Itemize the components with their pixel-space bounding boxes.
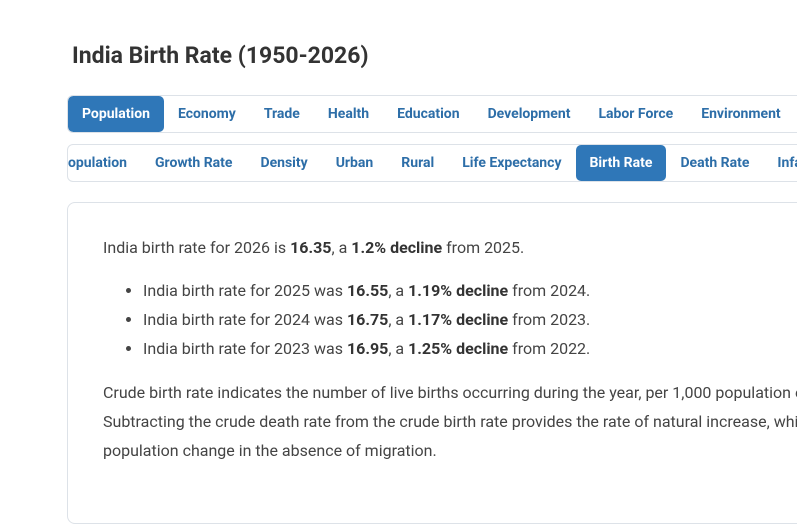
tab[interactable]: Health (327, 106, 370, 122)
bullet: India birth rate for 2024 was 16.75, a 1… (143, 310, 590, 339)
text: , a (388, 310, 409, 329)
desc-line: Subtracting the crude death rate from th… (103, 412, 797, 431)
main-tabs: Population Economy Trade Health Education Dev… (67, 95, 797, 133)
tab[interactable]: Development (487, 106, 571, 122)
text: India birth rate for 2025 was (143, 281, 347, 300)
text: from 2023. (508, 310, 591, 329)
tab[interactable]: Economy (177, 106, 236, 122)
tab[interactable]: Trade (263, 106, 300, 122)
bold-text: 1.2% decline (351, 238, 443, 257)
text: , a (388, 281, 409, 300)
tab[interactable]: Rural (401, 155, 435, 171)
desc-line: population change in the absence of migr… (103, 441, 437, 460)
text: from 2024. (508, 281, 591, 300)
tab[interactable]: Labor Force (598, 106, 674, 122)
text: , a (331, 238, 352, 257)
tab[interactable]: Environment (701, 106, 781, 122)
desc-line: Crude birth rate indicates the number of… (103, 383, 797, 402)
bold-text: 16.75 (346, 310, 389, 329)
text: , a (388, 339, 409, 358)
tab[interactable]: Density (260, 155, 308, 171)
content-card: India birth rate for 2026 is 16.35, a 1.… (67, 202, 797, 524)
bullet: India birth rate for 2025 was 16.55, a 1… (143, 281, 590, 310)
bullet: India birth rate for 2023 was 16.95, a 1… (143, 339, 590, 368)
bullet-list: India birth rate for 2025 was 16.55, a 1… (103, 281, 590, 368)
tab[interactable]: Urban (335, 155, 374, 171)
text: from 2022. (508, 339, 591, 358)
bold-text: 16.35 (290, 238, 332, 257)
bold-text: 16.95 (346, 339, 389, 358)
text: India birth rate for 2026 is (103, 238, 291, 257)
intro: India birth rate for 2026 is 16.35, a 1.… (103, 238, 524, 257)
tab[interactable]: Birth Rate (575, 145, 667, 181)
page-title: India Birth Rate (1950-2026) (72, 42, 369, 69)
bold-text: 1.17% decline (408, 310, 509, 329)
tab[interactable]: Infa (777, 155, 797, 171)
bold-text: 16.55 (346, 281, 389, 300)
text: from 2025. (442, 238, 525, 257)
tab[interactable]: Education (397, 106, 460, 122)
tab[interactable]: Population (68, 96, 164, 132)
bold-text: 1.25% decline (408, 339, 509, 358)
bold-text: 1.19% decline (408, 281, 509, 300)
tab[interactable]: opulation (68, 155, 128, 171)
text: India birth rate for 2024 was (143, 310, 347, 329)
tab[interactable]: Growth Rate (155, 155, 233, 171)
sub-tabs: opulation Growth Rate Density Urban Rural Lif… (67, 144, 797, 182)
page: India Birth Rate (1950-2026) Population E… (0, 0, 797, 499)
tab[interactable]: Death Rate (680, 155, 750, 171)
tab[interactable]: Life Expectancy (462, 155, 562, 171)
text: India birth rate for 2023 was (143, 339, 347, 358)
